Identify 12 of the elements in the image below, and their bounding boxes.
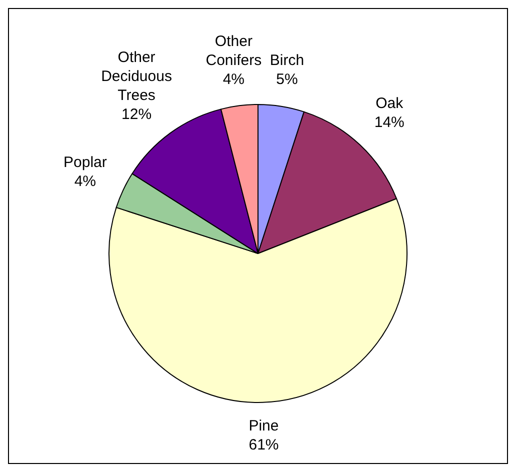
data-label: 4% — [74, 172, 96, 190]
slice-label: Other Deciduous Trees — [101, 48, 172, 104]
data-label: 14% — [374, 114, 404, 132]
data-label: 4% — [222, 71, 245, 88]
slice-label: Birch — [270, 52, 304, 70]
slice-label: Oak — [376, 95, 404, 112]
data-label: 61% — [248, 436, 279, 454]
slice-label: Pine — [248, 418, 279, 435]
data-label: 5% — [276, 71, 298, 88]
data-label: 12% — [122, 106, 152, 123]
slice-label: Other Conifers — [206, 33, 262, 70]
slice-label: Poplar — [64, 154, 107, 171]
